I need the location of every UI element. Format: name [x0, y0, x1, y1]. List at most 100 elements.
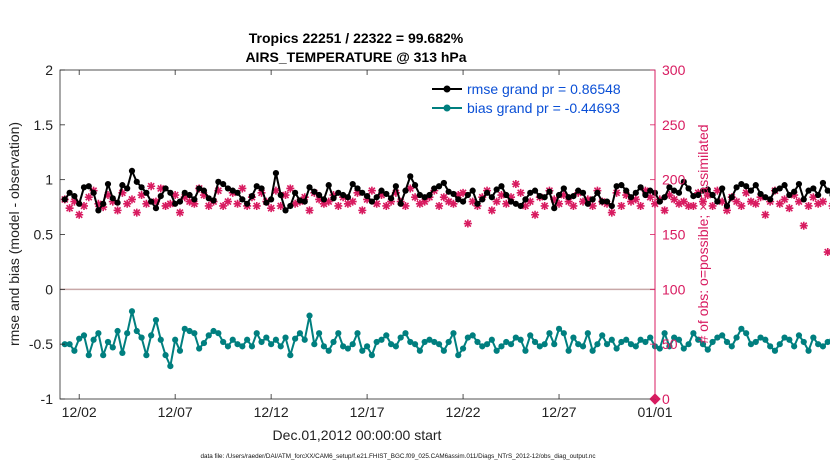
bias-point — [263, 334, 270, 341]
obs-assimilated-marker — [512, 180, 520, 188]
obs-assimilated-marker — [497, 191, 506, 199]
rmse-point — [723, 202, 731, 210]
rmse-point — [791, 188, 798, 195]
rmse-point — [248, 193, 256, 200]
bias-point — [244, 336, 251, 343]
rmse-point — [387, 195, 395, 202]
rmse-point — [767, 196, 774, 203]
bias-point — [301, 336, 308, 343]
rmse-point — [671, 187, 678, 194]
y-tick-label-left: -1 — [41, 391, 54, 407]
rmse-point — [363, 193, 371, 200]
rmse-point — [287, 202, 294, 210]
plot-area — [60, 167, 830, 405]
bias-point — [330, 338, 337, 346]
rmse-point — [579, 189, 587, 196]
rmse-point — [239, 196, 246, 203]
rmse-point — [258, 185, 265, 192]
rmse-point — [431, 185, 438, 192]
bias-point — [119, 349, 126, 357]
rmse-point — [627, 194, 635, 201]
obs-assimilated-marker — [238, 184, 246, 193]
rmse-point — [709, 191, 716, 199]
rmse-point — [690, 193, 697, 200]
y-tick-label-right: 250 — [662, 117, 686, 133]
rmse-point — [704, 186, 711, 193]
bias-point — [392, 343, 399, 350]
obs-assimilated-marker — [281, 191, 290, 199]
rmse-point — [733, 184, 740, 191]
obs-assimilated-marker — [449, 200, 458, 208]
rmse-point — [320, 196, 328, 203]
rmse-point — [805, 187, 812, 194]
bias-point — [450, 330, 457, 337]
obs-assimilated-marker — [531, 211, 539, 219]
bias-point — [229, 336, 236, 343]
bias-point — [167, 363, 174, 370]
bias-point — [810, 334, 817, 341]
bias-point — [589, 347, 596, 354]
y-axis-label-left: rmse and bias (model - observation) — [6, 122, 22, 346]
bias-point — [752, 338, 759, 346]
bias-point — [157, 336, 164, 343]
rmse-point — [800, 196, 807, 203]
bias-point — [570, 334, 577, 341]
bias-point — [714, 334, 721, 341]
y-axis-left: -1 -0.5 0 0.5 1 1.5 2 — [29, 62, 65, 407]
bias-point — [421, 338, 428, 346]
obs-assimilated-marker — [617, 202, 625, 210]
bias-point — [224, 343, 232, 350]
rmse-point — [623, 187, 630, 194]
rmse-point — [277, 191, 284, 199]
obs-assimilated-marker — [464, 219, 472, 228]
obs-assimilated-marker — [147, 182, 155, 190]
rmse-point — [507, 198, 515, 205]
y-tick-label-left: 0 — [45, 281, 53, 297]
rmse-point — [316, 191, 323, 199]
rmse-point — [306, 184, 313, 191]
bias-point — [503, 338, 510, 346]
bias-point — [306, 312, 313, 319]
obs-assimilated-marker — [627, 198, 635, 206]
rmse-point — [551, 205, 558, 212]
bias-point — [690, 330, 697, 337]
rmse-point — [675, 189, 683, 196]
obs-assimilated-marker — [114, 206, 122, 214]
bias-point — [483, 341, 491, 348]
bias-point — [551, 341, 558, 348]
rmse-point — [344, 194, 352, 201]
bias-point — [546, 330, 553, 337]
obs-assimilated-marker — [190, 200, 198, 208]
rmse-point — [565, 194, 572, 201]
rmse-point — [411, 182, 419, 189]
bias-point — [680, 345, 687, 352]
bias-point — [287, 352, 294, 359]
obs-assimilated-marker — [675, 200, 683, 208]
bias-point — [733, 334, 740, 341]
rmse-point — [191, 196, 198, 203]
bias-point — [363, 343, 371, 350]
bias-series — [61, 308, 830, 370]
bias-point — [757, 334, 764, 341]
rmse-point — [148, 198, 155, 205]
bias-point — [292, 335, 299, 342]
bias-point — [114, 327, 121, 335]
bias-point — [138, 334, 145, 341]
bias-point — [493, 347, 500, 354]
bias-point — [786, 336, 793, 343]
bias-point — [104, 338, 112, 346]
bias-point — [76, 335, 83, 342]
bias-point — [474, 338, 481, 346]
y-axis-label-right: # of obs: o=possible; ×=assimilated — [695, 124, 711, 343]
bias-point — [719, 332, 726, 339]
legend-box — [428, 76, 650, 118]
bias-point — [479, 343, 486, 350]
obs-assimilated-marker — [780, 195, 789, 203]
bias-point — [704, 346, 711, 353]
obs-assimilated-marker — [128, 195, 136, 203]
rmse-point — [503, 191, 510, 199]
bias-point — [90, 336, 97, 343]
bias-point — [148, 332, 155, 339]
rmse-point — [330, 195, 337, 202]
bias-point — [426, 336, 433, 343]
